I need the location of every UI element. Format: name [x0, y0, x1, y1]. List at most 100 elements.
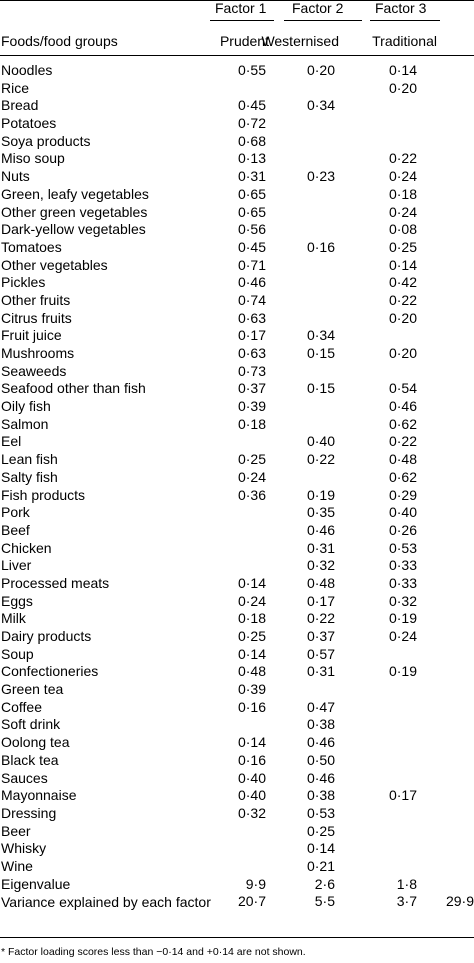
table-row: Eigenvalue 9·9 2·6 1·8	[0, 876, 474, 894]
traditional-value: 0·48	[388, 451, 417, 468]
westernised-value: 0·35	[306, 504, 335, 521]
prudent-value: 0·39	[237, 681, 266, 698]
traditional-value: 0·46	[388, 398, 417, 415]
westernised-value: 0·22	[306, 610, 335, 627]
table-row: Confectioneries 0·48 0·31 0·19	[0, 663, 474, 681]
header-rule	[0, 55, 474, 56]
traditional-value: 0·14	[388, 256, 417, 273]
food-label: Seafood other than fish	[1, 380, 146, 397]
table-row: Mayonnaise 0·40 0·38 0·17	[0, 787, 474, 805]
table-row: Milk 0·18 0·22 0·19	[0, 610, 474, 628]
food-label: Miso soup	[1, 150, 65, 167]
westernised-value: 0·53	[306, 804, 335, 821]
food-label: Black tea	[1, 751, 59, 768]
table-row: Citrus fruits 0·63 0·20	[0, 310, 474, 328]
food-label: Dark-yellow vegetables	[1, 221, 146, 238]
food-label: Chicken	[1, 539, 52, 556]
traditional-value: 0·19	[388, 610, 417, 627]
prudent-value: 0·24	[237, 592, 266, 609]
westernised-value: 0·31	[306, 663, 335, 680]
prudent-value: 0·73	[237, 362, 266, 379]
food-label: Beer	[1, 822, 31, 839]
westernised-value: 0·17	[306, 592, 335, 609]
table-row: Seaweeds 0·73	[0, 363, 474, 381]
total-value: 29·9	[445, 893, 474, 910]
food-label: Dairy products	[1, 628, 92, 644]
westernised-value: 0·50	[306, 751, 335, 768]
food-label: Coffee	[1, 698, 42, 715]
traditional-value: 0·22	[388, 433, 417, 450]
table-row: Processed meats 0·14 0·48 0·33	[0, 575, 474, 593]
prudent-value: 0·68	[237, 132, 266, 149]
westernised-value: 0·38	[306, 716, 335, 733]
westernised-value: 0·31	[306, 539, 335, 556]
table-row: Fish products 0·36 0·19 0·29	[0, 487, 474, 505]
table-row: Black tea 0·16 0·50	[0, 752, 474, 770]
factor1-underline	[210, 20, 274, 21]
westernised-value: 0·21	[306, 857, 335, 874]
food-label: Soup	[1, 645, 34, 662]
prudent-value: 0·63	[237, 309, 266, 326]
traditional-value: 0·24	[388, 168, 417, 185]
westernised-value: 0·15	[306, 380, 335, 397]
food-label: Green tea	[1, 681, 64, 698]
food-label: Beef	[1, 521, 30, 538]
food-label: Mushrooms	[1, 345, 75, 361]
factor3-header: Factor 3	[375, 0, 427, 16]
table-row: Beer 0·25	[0, 823, 474, 841]
table-row: Liver 0·32 0·33	[0, 557, 474, 575]
prudent-value: 0·39	[237, 398, 266, 415]
food-label: Salty fish	[1, 468, 58, 485]
table-row: Miso soup 0·13 0·22	[0, 150, 474, 168]
food-label: Whisky	[1, 840, 47, 857]
table-row: Sauces 0·40 0·46	[0, 770, 474, 788]
table-row: Variance explained by each factor 20·7 5·5…	[0, 893, 474, 927]
traditional-value: 0·33	[388, 557, 417, 574]
prudent-value: 0·36	[237, 486, 266, 503]
prudent-value: 0·14	[237, 645, 266, 662]
westernised-value: 0·40	[306, 433, 335, 450]
prudent-value: 0·32	[237, 804, 266, 821]
prudent-value: 0·14	[237, 574, 266, 591]
table-row: Pickles 0·46 0·42	[0, 274, 474, 292]
traditional-value: 1·8	[396, 875, 417, 892]
prudent-value: 0·17	[237, 327, 266, 344]
food-label: Liver	[1, 557, 32, 574]
prudent-value: 0·74	[237, 291, 266, 308]
food-label: Sauces	[1, 769, 48, 786]
prudent-value: 0·40	[237, 787, 266, 804]
traditional-value: 0·18	[388, 185, 417, 202]
traditional-value: 0·24	[388, 628, 417, 644]
food-label: Confectioneries	[1, 663, 99, 680]
food-label: Bread	[1, 97, 39, 114]
table-row: Dressing 0·32 0·53	[0, 805, 474, 823]
footnote: * Factor loading scores less than −0·14 …	[1, 946, 306, 958]
table-row: Soup 0·14 0·57	[0, 646, 474, 664]
food-label: Soya products	[1, 132, 91, 149]
westernised-value: 0·37	[306, 628, 335, 644]
factor3-underline	[370, 20, 440, 21]
westernised-value: 0·32	[306, 557, 335, 574]
prudent-value: 0·40	[237, 769, 266, 786]
traditional-value: 0·29	[388, 486, 417, 503]
table-row: Potatoes 0·72	[0, 115, 474, 133]
westernised-value: 5·5	[314, 893, 335, 910]
table-row: Dairy products 0·25 0·37 0·24	[0, 628, 474, 646]
table-row: Lean fish 0·25 0·22 0·48	[0, 451, 474, 469]
food-label: Eggs	[1, 592, 33, 609]
food-label: Salmon	[1, 415, 49, 432]
prudent-value: 0·48	[237, 663, 266, 680]
food-label: Green, leafy vegetables	[1, 185, 149, 202]
prudent-value: 0·18	[237, 610, 266, 627]
table-row: Tomatoes 0·45 0·16 0·25	[0, 239, 474, 257]
traditional-value: 0·24	[388, 203, 417, 220]
westernised-value: 0·22	[306, 451, 335, 468]
traditional-value: 0·20	[388, 79, 417, 96]
prudent-value: 0·45	[237, 238, 266, 255]
westernised-value: 0·19	[306, 486, 335, 503]
prudent-value: 0·65	[237, 203, 266, 220]
traditional-value: 0·22	[388, 150, 417, 167]
table-row: Fruit juice 0·17 0·34	[0, 327, 474, 345]
westernised-value: 0·38	[306, 787, 335, 804]
